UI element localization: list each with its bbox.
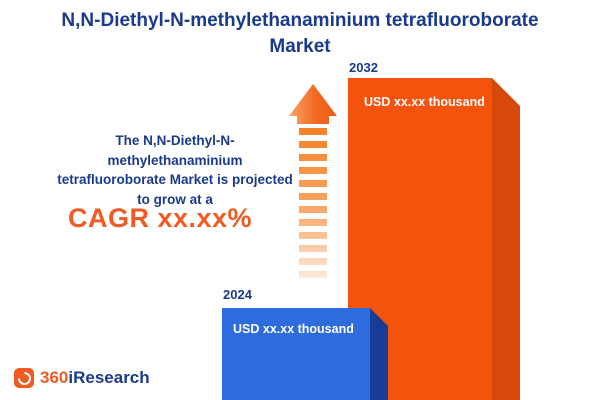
bar-value-2024: USD xx.xx thousand [233,322,354,336]
logo-text-360: 360 [40,368,69,387]
bar-value-2032: USD xx.xx thousand [364,95,485,109]
bar-2032-side [492,78,520,400]
growth-arrow-head-icon [289,84,337,124]
market-summary-text: The N,N-Diethyl-N-methylethanaminium tet… [57,133,293,207]
page-title: N,N-Diethyl-N-methylethanaminium tetrafl… [61,10,539,57]
logo-icon [14,368,34,388]
logo-swirl-icon [14,368,34,388]
cagr-value: CAGR xx.xx% [67,203,253,233]
bar-2024-side [370,308,388,400]
bar-2024-front [222,308,370,400]
logo: 360iResearch [14,368,150,388]
bar-label-2024: 2024 [223,287,252,302]
logo-text: 360iResearch [40,368,150,388]
logo-text-iresearch: iResearch [68,368,150,387]
bar-label-2032: 2032 [349,60,378,75]
